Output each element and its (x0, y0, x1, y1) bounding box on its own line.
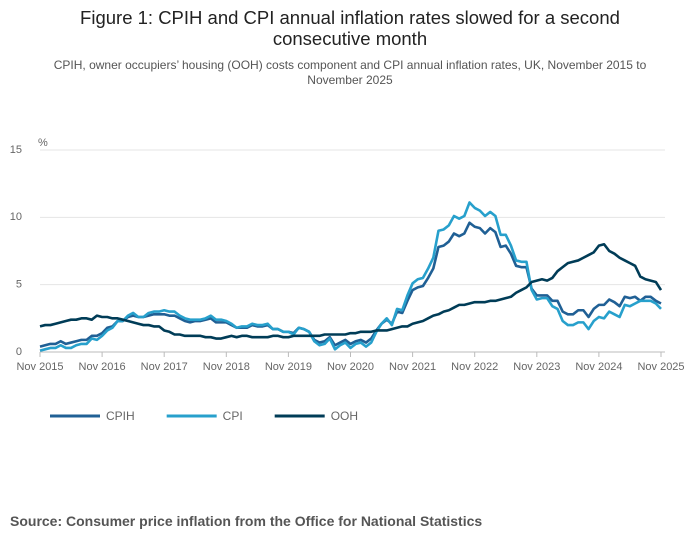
x-tick-label: Nov 2016 (79, 361, 126, 373)
source: Source: Consumer price inflation from th… (10, 513, 483, 529)
x-tick-label: Nov 2019 (265, 361, 312, 373)
x-tick-label: Nov 2015 (16, 361, 63, 373)
chart-subtitle: CPIH, owner occupiers’ housing (OOH) cos… (53, 58, 647, 87)
y-tick-label: 15 (10, 144, 22, 156)
legend-label: OOH (331, 409, 358, 423)
y-tick-label: 5 (16, 279, 22, 291)
x-tick-label: Nov 2024 (575, 361, 622, 373)
series-line (39, 242, 663, 340)
x-tick-label: Nov 2025 (637, 361, 684, 373)
x-tick-label: Nov 2021 (389, 361, 436, 373)
legend-label: CPIH (106, 409, 135, 423)
x-tick-label: Nov 2020 (327, 361, 374, 373)
chart-title: Figure 1: CPIH and CPI annual inflation … (80, 7, 620, 49)
x-tick-label: Nov 2022 (451, 361, 498, 373)
y-tick-label: 0 (16, 346, 22, 358)
y-tick-label: 10 (10, 211, 22, 223)
series-line (39, 201, 662, 352)
legend-label: CPI (223, 409, 243, 423)
x-tick-label: Nov 2018 (203, 361, 250, 373)
x-tick-label: Nov 2017 (141, 361, 188, 373)
y-unit: % (38, 137, 48, 149)
x-tick-label: Nov 2023 (513, 361, 560, 373)
